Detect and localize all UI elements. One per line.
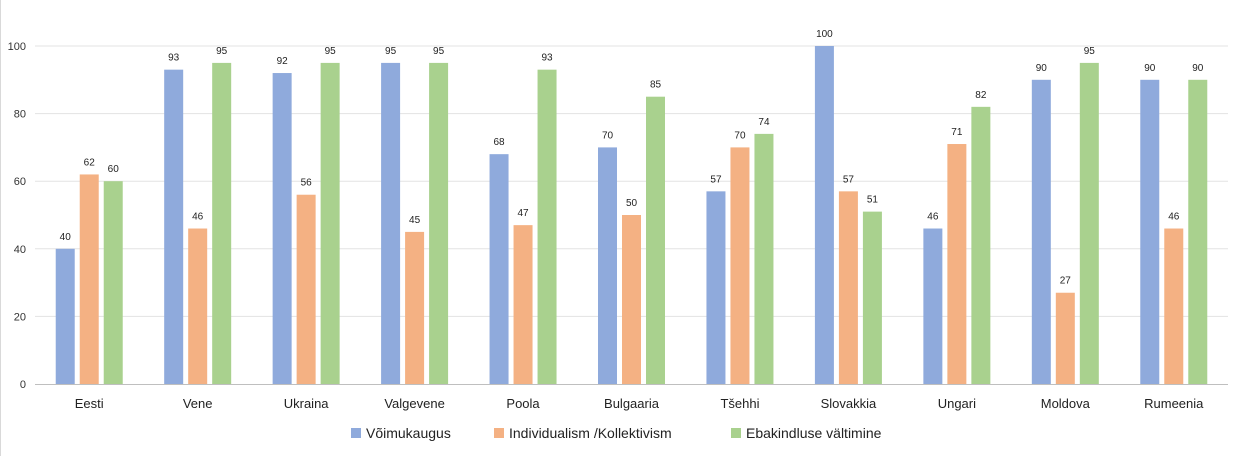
x-tick-label: Ungari [938,396,976,411]
data-label: 40 [60,232,72,243]
bar [296,194,316,384]
data-label: 93 [168,53,180,64]
bar [1031,79,1051,385]
y-tick-label: 40 [14,244,26,256]
data-label: 90 [1144,63,1156,74]
data-label: 56 [301,178,313,189]
data-label: 95 [325,46,337,57]
bar [405,231,425,384]
bar [513,225,533,384]
bar [1188,79,1208,385]
data-label: 70 [734,130,746,141]
data-label: 68 [493,137,505,148]
legend-label: Võimukaugus [366,425,451,441]
bar [79,174,99,384]
x-tick-label: Tšehhi [720,396,759,411]
bar [272,73,292,384]
bar [598,147,617,384]
bar [814,46,834,384]
bar [730,147,750,384]
legend-label: Individualism /Kollektivism [509,425,672,441]
x-tick-label: Ukraina [284,396,330,411]
bar [706,191,726,384]
y-tick-label: 80 [14,109,26,121]
bar [489,154,509,384]
data-label: 95 [385,46,397,57]
legend-swatch [731,428,741,438]
bar [381,62,401,385]
bar [55,248,75,384]
bar [923,228,943,384]
y-tick-label: 100 [8,41,26,53]
data-label: 46 [927,212,939,223]
bar [838,191,858,384]
data-label: 70 [602,130,614,141]
data-label: 90 [1036,63,1048,74]
x-tick-label: Valgevene [384,396,444,411]
data-label: 46 [192,212,204,223]
data-label: 27 [1060,276,1072,287]
bar [1055,292,1075,384]
bar [320,62,340,385]
data-label: 95 [216,46,228,57]
bars [55,46,1208,385]
data-label: 47 [517,208,529,219]
bar [1140,79,1160,385]
y-tick-label: 60 [14,176,26,188]
x-tick-label: Vene [183,396,213,411]
data-label: 50 [626,198,638,209]
y-tick-label: 20 [14,311,26,323]
data-label: 92 [277,56,289,67]
y-tick-label: 0 [20,379,26,391]
bar [103,181,123,384]
data-label: 85 [650,80,662,91]
data-label: 95 [1084,46,1096,57]
data-label: 90 [1192,63,1204,74]
data-label: 93 [541,53,553,64]
data-label: 71 [951,127,963,138]
data-label: 45 [409,215,421,226]
data-label: 62 [84,157,96,168]
data-label: 100 [816,29,833,40]
x-tick-label: Rumeenia [1144,396,1204,411]
bar [537,69,557,384]
bar [1164,228,1184,384]
y-axis-ticks: 0 20 40 60 80 100 [8,41,26,391]
x-axis-labels: Eesti Vene Ukraina Valgevene Poola Bulgaaria T… [75,396,1204,411]
bar [429,62,449,385]
bar [164,69,184,384]
data-labels: 40 62 60 93 46 95 92 56 95 95 45 95 68 47 93 70 50 85 57 70… [60,29,1204,287]
bar [971,106,991,384]
data-label: 57 [843,174,855,185]
data-label: 60 [108,164,120,175]
legend-swatch [494,428,504,438]
data-label: 46 [1168,212,1180,223]
legend-label: Ebakindluse vältimine [746,425,882,441]
data-label: 51 [867,195,879,206]
bar [622,215,641,384]
legend: Võimukaugus Individualism /Kollektivism Eb… [351,425,882,441]
bar [1079,62,1099,385]
data-label: 57 [710,174,722,185]
x-tick-label: Moldova [1041,396,1091,411]
x-tick-label: Poola [506,396,540,411]
bar [646,96,665,384]
x-tick-label: Slovakkia [821,396,877,411]
legend-swatch [351,428,361,438]
bar [754,133,774,384]
bar [947,144,967,384]
data-label: 95 [433,46,445,57]
x-tick-label: Bulgaaria [604,396,660,411]
bar [188,228,208,384]
bar [212,62,232,385]
x-tick-label: Eesti [75,396,104,411]
data-label: 74 [758,117,770,128]
data-label: 82 [975,90,987,101]
bar [862,211,882,384]
